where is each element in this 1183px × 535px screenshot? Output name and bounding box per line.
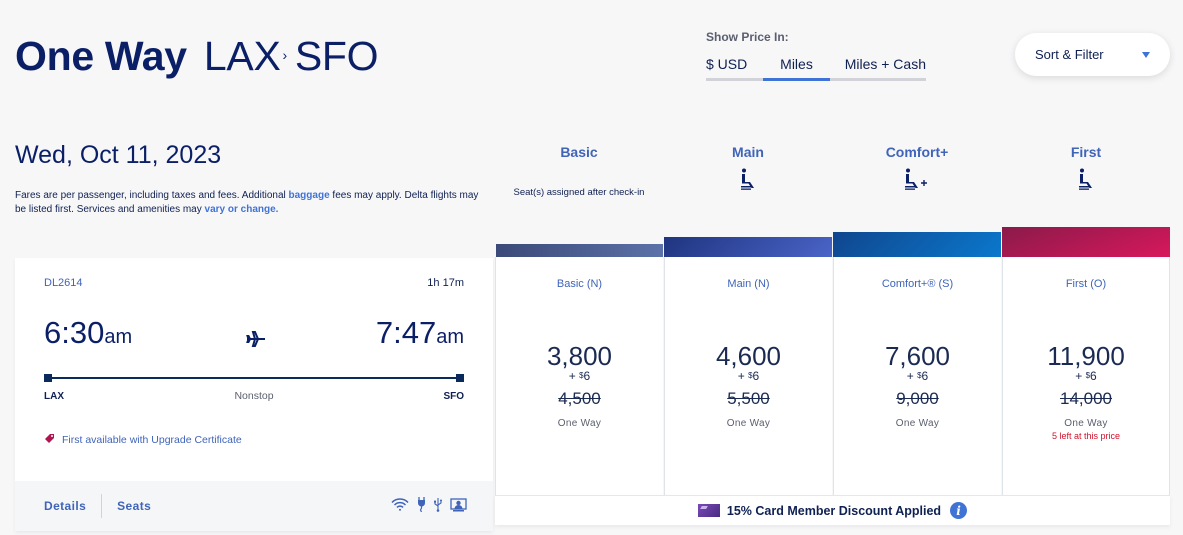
fare-cash: + $6 bbox=[1075, 369, 1097, 383]
fare-miles: 4,600 bbox=[715, 341, 782, 371]
discount-text: 15% Card Member Discount Applied bbox=[726, 503, 942, 518]
cabin-name: First bbox=[1070, 144, 1102, 160]
usb-icon bbox=[434, 497, 442, 517]
destination-airport: SFO bbox=[443, 391, 464, 402]
details-link[interactable]: Details bbox=[44, 499, 87, 513]
trip-type: One Way bbox=[15, 33, 187, 79]
fare-cash: + $6 bbox=[737, 369, 760, 383]
original-miles: 5,500 bbox=[727, 389, 770, 408]
departure-time-value: 6:30 bbox=[44, 315, 105, 350]
caret-down-icon bbox=[1142, 51, 1150, 58]
route-line bbox=[44, 377, 464, 379]
destination-code: SFO bbox=[294, 33, 379, 79]
trip-type-label: One Way bbox=[557, 418, 602, 429]
flight-card: DL2614 1h 17m 6:30am 7:47am LAX Nonstop … bbox=[15, 258, 493, 531]
cabin-header-basic: Basic Seat(s) assigned after check-in bbox=[495, 144, 663, 198]
vary-or-change-link[interactable]: vary or change. bbox=[204, 204, 279, 215]
fare-name: First (O) bbox=[1065, 278, 1107, 290]
fare-miles: 11,900 bbox=[1047, 341, 1125, 371]
seat-plus-icon bbox=[833, 168, 1001, 190]
fare-name: Basic (N) bbox=[556, 278, 603, 290]
fare-option-first[interactable]: First (O) 11,900 + $6 14,000 One Way 5 l… bbox=[1002, 257, 1170, 495]
departure-ampm: am bbox=[104, 326, 133, 348]
flight-number[interactable]: DL2614 bbox=[44, 277, 83, 289]
seats-left-alert: 5 left at this price bbox=[1051, 431, 1121, 441]
price-display-toggle: Show Price In: $ USD Miles Miles + Cash bbox=[706, 30, 926, 81]
seat-icon bbox=[1002, 168, 1170, 190]
personal-entertainment-icon bbox=[450, 497, 467, 517]
tab-usd[interactable]: $ USD bbox=[706, 56, 748, 72]
origin-airport: LAX bbox=[44, 391, 64, 402]
power-outlet-icon bbox=[417, 497, 426, 517]
fare-option-basic[interactable]: Basic (N) 3,800 + $6 4,500 One Way bbox=[495, 257, 663, 495]
sort-filter-label: Sort & Filter bbox=[1035, 47, 1104, 62]
origin-marker bbox=[44, 374, 52, 382]
flight-card-footer: Details Seats bbox=[15, 481, 493, 531]
fare-cash: + $6 bbox=[906, 369, 929, 383]
trip-type-label: One Way bbox=[1064, 418, 1108, 429]
notice-text: fees may apply. Delta flights may be lis… bbox=[15, 190, 479, 215]
info-icon[interactable]: i bbox=[950, 502, 968, 519]
departure-time: 6:30am bbox=[44, 315, 132, 351]
cabin-name: Main bbox=[732, 144, 764, 160]
arrival-time-value: 7:47 bbox=[375, 315, 437, 350]
fare-option-main[interactable]: Main (N) 4,600 + $6 5,500 One Way bbox=[664, 257, 832, 495]
original-miles: 14,000 bbox=[1060, 389, 1112, 408]
flight-duration: 1h 17m bbox=[427, 277, 464, 289]
tab-miles-cash[interactable]: Miles + Cash bbox=[844, 56, 926, 72]
card-member-discount-banner: 15% Card Member Discount Applied i bbox=[495, 495, 1170, 525]
route-arrow-icon: › bbox=[282, 47, 288, 64]
notice-text: Fares are per passenger, including taxes… bbox=[15, 190, 289, 201]
fare-option-comfort-plus[interactable]: Comfort+® (S) 7,600 + $6 9,000 One Way bbox=[833, 257, 1001, 495]
tag-icon bbox=[44, 433, 55, 447]
fare-miles: 3,800 bbox=[546, 341, 613, 371]
price-toggle-label: Show Price In: bbox=[706, 30, 789, 44]
cabin-bar-basic bbox=[496, 244, 663, 257]
trip-type-label: One Way bbox=[895, 418, 940, 429]
credit-card-icon bbox=[697, 504, 720, 517]
original-miles: 4,500 bbox=[558, 389, 601, 408]
cabin-header-main: Main bbox=[664, 144, 832, 190]
amenities bbox=[391, 497, 467, 517]
baggage-link[interactable]: baggage bbox=[288, 190, 330, 201]
origin-code: LAX bbox=[203, 33, 281, 79]
destination-marker bbox=[456, 374, 464, 382]
seat-icon bbox=[664, 168, 832, 190]
price-tabs: $ USD Miles Miles + Cash bbox=[706, 52, 926, 81]
arrival-ampm: am bbox=[436, 326, 464, 348]
airplane-icon bbox=[246, 331, 266, 352]
upgrade-note-text: First available with Upgrade Certificate bbox=[62, 434, 242, 446]
fare-name: Main (N) bbox=[727, 278, 770, 290]
travel-date: Wed, Oct 11, 2023 bbox=[15, 141, 222, 169]
fare-notice: Fares are per passenger, including taxes… bbox=[15, 189, 485, 217]
cabin-bar-comfort-plus bbox=[833, 232, 1001, 257]
original-miles: 9,000 bbox=[896, 389, 939, 408]
cabin-name: Basic bbox=[560, 144, 598, 160]
upgrade-note: First available with Upgrade Certificate bbox=[44, 433, 242, 447]
fare-cash: + $6 bbox=[568, 369, 591, 383]
page-title: One Way LAX › SFO bbox=[15, 33, 379, 80]
divider bbox=[101, 494, 103, 518]
cabin-name: Comfort+ bbox=[885, 144, 949, 160]
cabin-bar-main bbox=[664, 237, 832, 257]
tab-miles[interactable]: Miles bbox=[763, 52, 830, 81]
cabin-header-first: First bbox=[1002, 144, 1170, 190]
fare-miles: 7,600 bbox=[884, 341, 951, 371]
trip-type-label: One Way bbox=[726, 418, 771, 429]
cabin-subtitle: Seat(s) assigned after check-in bbox=[513, 187, 645, 198]
fare-name: Comfort+® (S) bbox=[881, 278, 954, 290]
sort-filter-button[interactable]: Sort & Filter bbox=[1015, 33, 1170, 76]
wifi-icon bbox=[391, 498, 409, 516]
cabin-bar-first bbox=[1002, 227, 1170, 257]
cabin-header-comfort-plus: Comfort+ bbox=[833, 144, 1001, 190]
arrival-time: 7:47am bbox=[376, 315, 464, 351]
stops-label: Nonstop bbox=[234, 390, 274, 402]
seats-link[interactable]: Seats bbox=[117, 499, 152, 513]
